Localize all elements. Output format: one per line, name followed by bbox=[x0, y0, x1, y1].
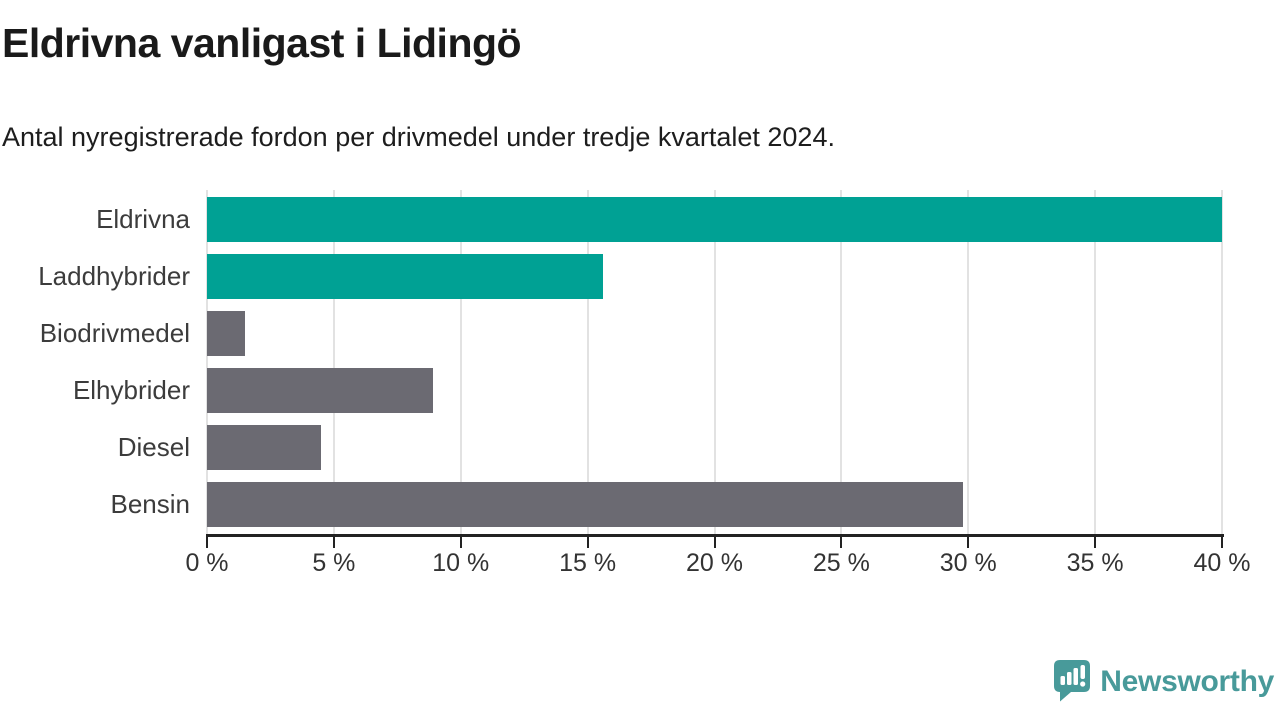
tick-label: 35 % bbox=[1066, 549, 1124, 577]
gridline bbox=[332, 190, 335, 535]
tick-mark bbox=[586, 537, 589, 548]
category-label-biodrivmedel: Biodrivmedel bbox=[39, 318, 190, 348]
tick-label: 5 % bbox=[312, 549, 356, 577]
newsworthy-logo-text: Newsworthy bbox=[1100, 664, 1274, 698]
tick-label: 25 % bbox=[812, 549, 870, 577]
x-axis-line bbox=[206, 534, 1224, 537]
category-label-bensin: Bensin bbox=[110, 489, 191, 519]
newsworthy-logo: Newsworthy bbox=[1053, 659, 1274, 704]
gridline bbox=[1221, 190, 1223, 535]
tick-label: 30 % bbox=[939, 549, 997, 577]
chart-title: Eldrivna vanligast i Lidingö bbox=[2, 20, 522, 66]
gridline bbox=[713, 190, 716, 535]
tick-label: 10 % bbox=[432, 549, 490, 577]
tick-label: 40 % bbox=[1193, 549, 1251, 577]
gridline bbox=[1094, 190, 1097, 535]
tick-label: 15 % bbox=[559, 549, 617, 577]
tick-label: 20 % bbox=[686, 549, 743, 577]
tick-mark bbox=[459, 537, 462, 548]
plot-area bbox=[206, 190, 1223, 535]
chart-subtitle: Antal nyregistrerade fordon per drivmede… bbox=[2, 122, 835, 152]
tick-label: 0 % bbox=[185, 549, 229, 577]
category-label-laddhybrider: Laddhybrider bbox=[38, 261, 190, 291]
bar-biodrivmedel bbox=[207, 311, 246, 356]
tick-mark bbox=[840, 537, 843, 548]
gridline bbox=[967, 190, 970, 535]
tick-mark bbox=[1094, 537, 1097, 548]
bar-diesel bbox=[207, 425, 322, 470]
x-axis: 0 % 5 % 10 % 15 % 20 % 25 % 30 % 35 % 40 % bbox=[185, 537, 1250, 582]
tick-mark bbox=[713, 537, 716, 548]
tick-mark bbox=[206, 537, 208, 548]
tick-mark bbox=[967, 537, 970, 548]
bar-elhybrider bbox=[207, 368, 433, 413]
gridline bbox=[206, 190, 208, 535]
gridline bbox=[459, 190, 462, 535]
bar-eldrivna bbox=[207, 197, 1222, 242]
tick-mark bbox=[1221, 537, 1223, 548]
gridline bbox=[840, 190, 843, 535]
category-label-eldrivna: Eldrivna bbox=[96, 204, 190, 234]
bar-bensin bbox=[207, 482, 964, 527]
gridline bbox=[586, 190, 589, 535]
bar-laddhybrider bbox=[207, 254, 603, 299]
category-label-elhybrider: Elhybrider bbox=[72, 375, 190, 405]
tick-mark bbox=[332, 537, 335, 548]
newsworthy-logo-icon bbox=[1054, 660, 1091, 702]
category-labels: Eldrivna Laddhybrider Biodrivmedel Elhybrid… bbox=[0, 190, 190, 535]
category-label-diesel: Diesel bbox=[117, 432, 190, 462]
